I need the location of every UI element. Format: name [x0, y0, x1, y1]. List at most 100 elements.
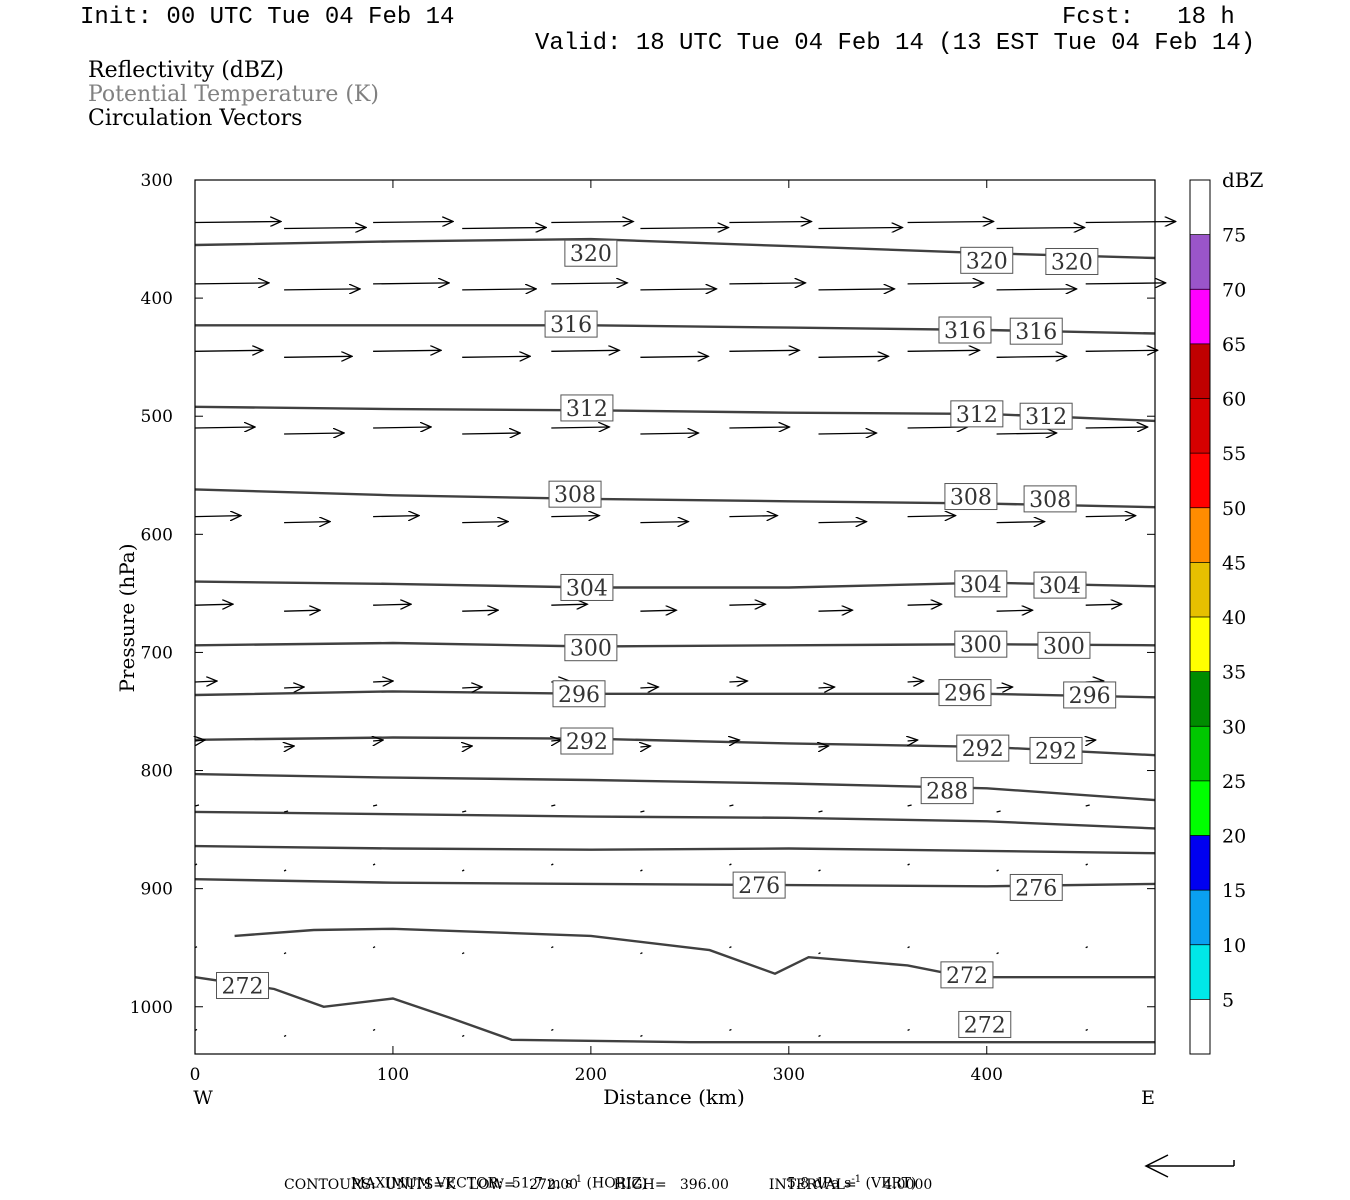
- circulation-vector: [729, 681, 747, 682]
- contour-label-box: [560, 727, 614, 755]
- y-tick-label: 900: [141, 880, 173, 900]
- contour-label-292: 292: [1035, 739, 1077, 764]
- colorbar-label: 30: [1222, 716, 1246, 738]
- colorbar-swatch: [1190, 289, 1210, 344]
- contour-label-320: 320: [966, 249, 1008, 274]
- circulation-vector: [818, 228, 903, 229]
- valid-time: Valid: 18 UTC Tue 04 Feb 14 (13 EST Tue …: [535, 30, 1256, 57]
- colorbar-label: 15: [1222, 880, 1246, 902]
- contour-label-box: [552, 680, 606, 708]
- circulation-vector: [551, 946, 554, 949]
- colorbar-label: 5: [1222, 989, 1234, 1011]
- y-tick-label: 800: [141, 762, 173, 782]
- contour-label-box: [564, 239, 618, 267]
- colorbar-swatch: [1190, 562, 1210, 617]
- contour-label-box: [564, 634, 618, 662]
- colorbar-swatch: [1190, 398, 1210, 454]
- contour-label-box: [950, 400, 1004, 428]
- circulation-vector: [462, 289, 536, 290]
- contour-label-304: 304: [960, 573, 1002, 598]
- circulation-vector: [372, 804, 378, 807]
- colorbar-label: 45: [1222, 552, 1246, 574]
- field-reflectivity: Reflectivity (dBZ): [88, 58, 284, 83]
- contour-label-box: [1033, 571, 1087, 599]
- colorbar-swatch: [1190, 180, 1210, 235]
- circulation-vector: [373, 427, 431, 428]
- contour-info: CONTOURS: UNITS=K LOW= 272.00 HIGH= 396.…: [284, 1177, 933, 1193]
- circulation-vector: [640, 1034, 643, 1037]
- circulation-vector: [640, 810, 645, 813]
- circulation-vector: [462, 228, 546, 229]
- circulation-vector: [1085, 946, 1088, 949]
- theta-contour-320: [194, 237, 1156, 260]
- vert-label: (VERT): [861, 1175, 917, 1192]
- circulation-vector: [729, 604, 765, 605]
- max-vector-horiz-unit: -1: [572, 1174, 583, 1185]
- contour-label-308: 308: [554, 483, 596, 508]
- circulation-vector: [640, 746, 650, 747]
- axes: 300 400 500 600 700 800 900 1000 0 100 200 300 400: [130, 171, 1155, 1085]
- circulation-vector: [1085, 604, 1122, 605]
- contour-label-box: [732, 871, 786, 899]
- circulation-vector: [996, 687, 1013, 688]
- contour-label-316: 316: [1015, 320, 1057, 345]
- circulation-vector: [729, 1028, 732, 1031]
- circulation-vector: [1085, 350, 1158, 351]
- circulation-vector: [283, 869, 287, 872]
- y-tick-label: 700: [141, 643, 173, 663]
- circulation-vector: [194, 681, 217, 682]
- max-vector-horiz: MAXIMUM VECTOR: 51.7 m s: [350, 1175, 573, 1192]
- reference-vector-icon: [1144, 1154, 1235, 1178]
- colorbar-swatch: [1190, 835, 1210, 891]
- circulation-vector: [283, 952, 287, 955]
- circulation-vector: [640, 522, 688, 523]
- circulation-vector: [551, 427, 609, 428]
- theta-contour-280: [194, 844, 1156, 855]
- contour-label-box: [958, 1010, 1012, 1038]
- theta-contour-272: [234, 927, 1155, 979]
- colorbar-label: 35: [1222, 662, 1246, 684]
- contour-label-296: 296: [1069, 684, 1111, 709]
- x-tick-label: 0: [190, 1065, 201, 1085]
- colorbar-swatch: [1190, 343, 1210, 399]
- colorbar-label: 40: [1222, 607, 1246, 629]
- circulation-vector: [996, 356, 1067, 357]
- theta-contour-308: [194, 488, 1156, 509]
- circulation-vector: [551, 222, 633, 223]
- circulation-vector: [283, 810, 289, 813]
- circulation-vector: [194, 604, 233, 605]
- circulation-vectors: [195, 222, 1176, 1037]
- contour-label-box: [560, 394, 614, 422]
- contour-label-box: [548, 480, 602, 508]
- forecast-hour: Fcst: 18 h: [1062, 4, 1235, 31]
- colorbar-label: 20: [1222, 826, 1246, 848]
- theta-contour-288: [194, 772, 1156, 802]
- x-tick-label: 200: [575, 1065, 607, 1085]
- circulation-vector: [373, 516, 419, 517]
- circulation-vector: [907, 283, 984, 284]
- circulation-vector: [818, 356, 889, 357]
- contour-label-300: 300: [960, 633, 1002, 658]
- circulation-vector: [461, 869, 465, 872]
- circulation-vector: [551, 804, 556, 807]
- circulation-vector: [640, 687, 658, 688]
- circulation-vector: [640, 433, 698, 434]
- circulation-vector: [640, 610, 676, 611]
- init-time: Init: 00 UTC Tue 04 Feb 14: [80, 4, 455, 31]
- contour-label-box: [560, 573, 614, 601]
- circulation-vector: [373, 604, 411, 605]
- colorbar-label: 65: [1222, 334, 1246, 356]
- colorbar-swatch: [1190, 671, 1210, 727]
- circulation-vector: [996, 433, 1057, 434]
- plot-frame: [194, 179, 1156, 1055]
- theta-contour-284: [194, 810, 1156, 830]
- y-axis-label: Pressure (hPa): [115, 544, 139, 693]
- colorbar-swatch: [1190, 780, 1210, 836]
- contour-label-272: 272: [222, 974, 264, 999]
- field-potential-temperature: Potential Temperature (K): [88, 82, 379, 107]
- circulation-vector: [907, 1028, 910, 1031]
- contour-label-box: [1019, 402, 1073, 430]
- colorbar-swatch: [1190, 999, 1210, 1054]
- circulation-vector: [996, 869, 999, 872]
